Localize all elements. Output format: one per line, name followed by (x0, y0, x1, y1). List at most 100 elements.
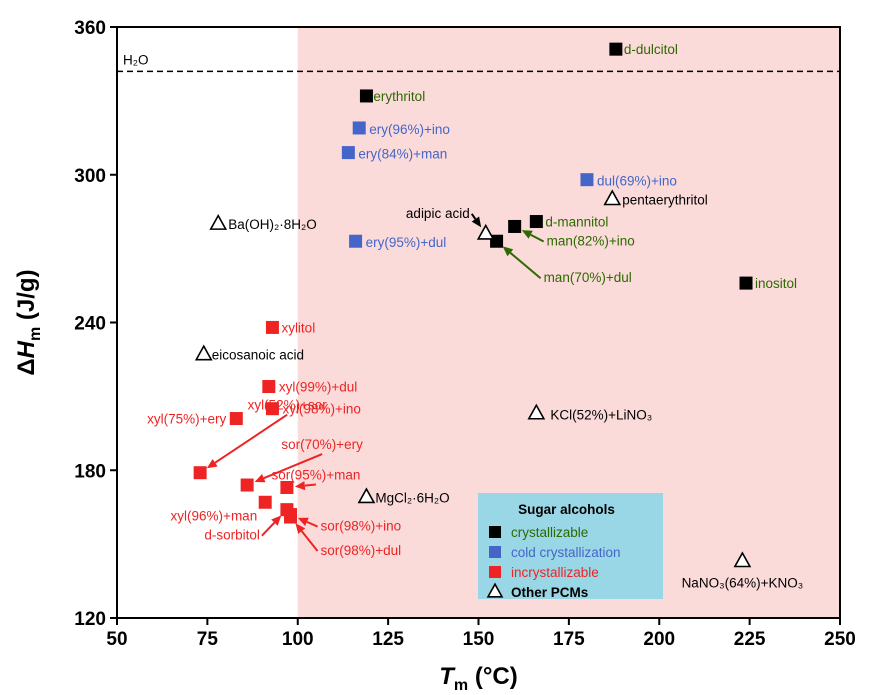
axis-ticks: 50 75 100 125 150 175 200 225 250 120 180 240 300 360 (74, 18, 856, 650)
y-tick-label: 120 (74, 609, 106, 630)
label-nano-64-kno: NaNO₃(64%)+KNO₃ (682, 575, 804, 590)
point-xyl-96-man (258, 495, 272, 509)
label-xyl-98-ino: xyl(98%)+ino (282, 402, 360, 417)
x-axis-title: Tm (°C) (439, 663, 518, 694)
x-tick-label: 150 (463, 629, 495, 650)
label-eicosanoic-acid: eicosanoic acid (212, 348, 304, 363)
label-dul-69-ino: dul(69%)+ino (597, 174, 677, 189)
point-eicosanoic-acid (194, 344, 213, 361)
legend-label-cold-crystallization: cold crystallization (511, 545, 621, 560)
label-d-dulcitol: d-dulcitol (624, 42, 678, 57)
x-tick-label: 225 (734, 629, 766, 650)
legend-box (478, 493, 663, 599)
point-kcl-52-lino (527, 403, 546, 420)
point-mgcl-6h-o (357, 487, 376, 504)
legend-marker-crystallizable (489, 526, 501, 538)
label-xylitol: xylitol (281, 320, 315, 335)
label-arrow-head (254, 473, 266, 483)
point-inositol (739, 276, 753, 290)
label-arrow-line (263, 453, 323, 480)
point-nano-64-kno (733, 551, 752, 568)
label-ery-95-dul: ery(95%)+dul (366, 235, 447, 250)
point-xyl-99-dul (262, 380, 276, 394)
legend: Sugar alcohols crystallizable cold crystal… (478, 493, 663, 600)
label-arrow-head (271, 515, 282, 526)
x-tick-label: 125 (372, 629, 404, 650)
label-d-sorbitol: d-sorbitol (204, 528, 260, 543)
label-xyl-52-sor: xyl(52%)+sor (248, 398, 328, 413)
point-dul-69-ino (580, 173, 594, 187)
y-tick-label: 240 (74, 314, 106, 335)
label-arrow-line (261, 521, 276, 537)
y-axis-title: ΔHm (J/g) (13, 269, 44, 375)
label-arrow-line (306, 520, 318, 528)
label-arrow-line (304, 483, 317, 487)
label-kcl-52-lino: KCl(52%)+LiNO₃ (550, 408, 652, 423)
label-ery-84-man: ery(84%)+man (358, 147, 447, 162)
point-d-dulcitol (609, 42, 623, 56)
point-adipic-acid (476, 223, 495, 240)
legend-marker-other-pcms (486, 582, 504, 598)
label-arrow-line (470, 213, 477, 220)
x-tick-label: 50 (106, 629, 127, 650)
label-ba-oh-8h-o: Ba(OH)₂·8H₂O (228, 217, 317, 232)
legend-title: Sugar alcohols (518, 502, 615, 517)
label-arrow-line (530, 233, 545, 243)
label-inositol: inositol (755, 276, 797, 291)
x-tick-label: 250 (824, 629, 856, 650)
label-xyl-99-dul: xyl(99%)+dul (279, 380, 357, 395)
label-sor-98-dul: sor(98%)+dul (321, 543, 402, 558)
label-arrow-head (471, 216, 482, 228)
point-xyl-52-sor (193, 466, 207, 480)
legend-label-other-pcms: Other PCMs (511, 585, 588, 600)
data-points (193, 42, 753, 568)
point-sor-70-ery (240, 478, 254, 492)
label-arrow-head (295, 523, 306, 534)
x-tick-label: 75 (197, 629, 219, 650)
point-sor-98-dul (284, 510, 298, 524)
label-sor-98-ino: sor(98%)+ino (321, 519, 402, 534)
label-arrows (206, 213, 545, 552)
label-man-70-dul: man(70%)+dul (544, 270, 632, 285)
label-xyl-75-ery: xyl(75%)+ery (147, 412, 226, 427)
point-labels: d-dulcitol erythritol d-mannitol man(82%)+i… (147, 42, 803, 590)
point-xyl-98-ino (265, 402, 279, 416)
y-tick-label: 300 (74, 166, 106, 187)
label-man-82-ino: man(82%)+ino (547, 233, 635, 248)
reference-line-group: H₂O (117, 52, 840, 73)
y-tick-label: 360 (74, 18, 106, 39)
label-ery-96-ino: ery(96%)+ino (369, 122, 450, 137)
legend-label-incrystallizable: incrystallizable (511, 565, 599, 580)
label-arrow-head (521, 230, 533, 239)
legend-marker-incrystallizable (489, 566, 501, 578)
label-pentaerythritol: pentaerythritol (622, 192, 708, 207)
x-tick-label: 100 (282, 629, 314, 650)
point-ery-84-man (341, 146, 355, 160)
x-tick-label: 200 (643, 629, 675, 650)
label-arrow-head (294, 481, 306, 491)
point-d-mannitol (529, 215, 543, 229)
axis-titles: Tm (°C) ΔHm (J/g) (13, 269, 518, 694)
label-arrow-line (300, 530, 319, 552)
x-tick-label: 175 (553, 629, 585, 650)
label-arrow-head (297, 517, 309, 526)
label-adipic-acid: adipic acid (406, 206, 470, 221)
legend-marker-cold-crystallization (489, 546, 501, 558)
label-sor-95-man: sor(95%)+man (271, 467, 360, 482)
legend-label-crystallizable: crystallizable (511, 525, 588, 540)
point-xyl-75-ery (229, 412, 243, 426)
point-erythritol (359, 89, 373, 103)
h2o-label: H₂O (123, 52, 149, 67)
label-arrow-head (206, 458, 218, 469)
point-pentaerythritol (603, 189, 622, 206)
label-xyl-96-man: xyl(96%)+man (171, 508, 258, 523)
label-arrow-line (214, 413, 288, 464)
point-sor-95-man (280, 480, 294, 494)
label-erythritol: erythritol (373, 89, 425, 104)
label-arrow-head (502, 246, 514, 257)
label-sor-70-ery: sor(70%)+ery (281, 437, 363, 452)
point-xylitol (265, 320, 279, 334)
label-mgcl-6h-o: MgCl₂·6H₂O (375, 490, 449, 505)
label-arrow-line (509, 252, 542, 280)
